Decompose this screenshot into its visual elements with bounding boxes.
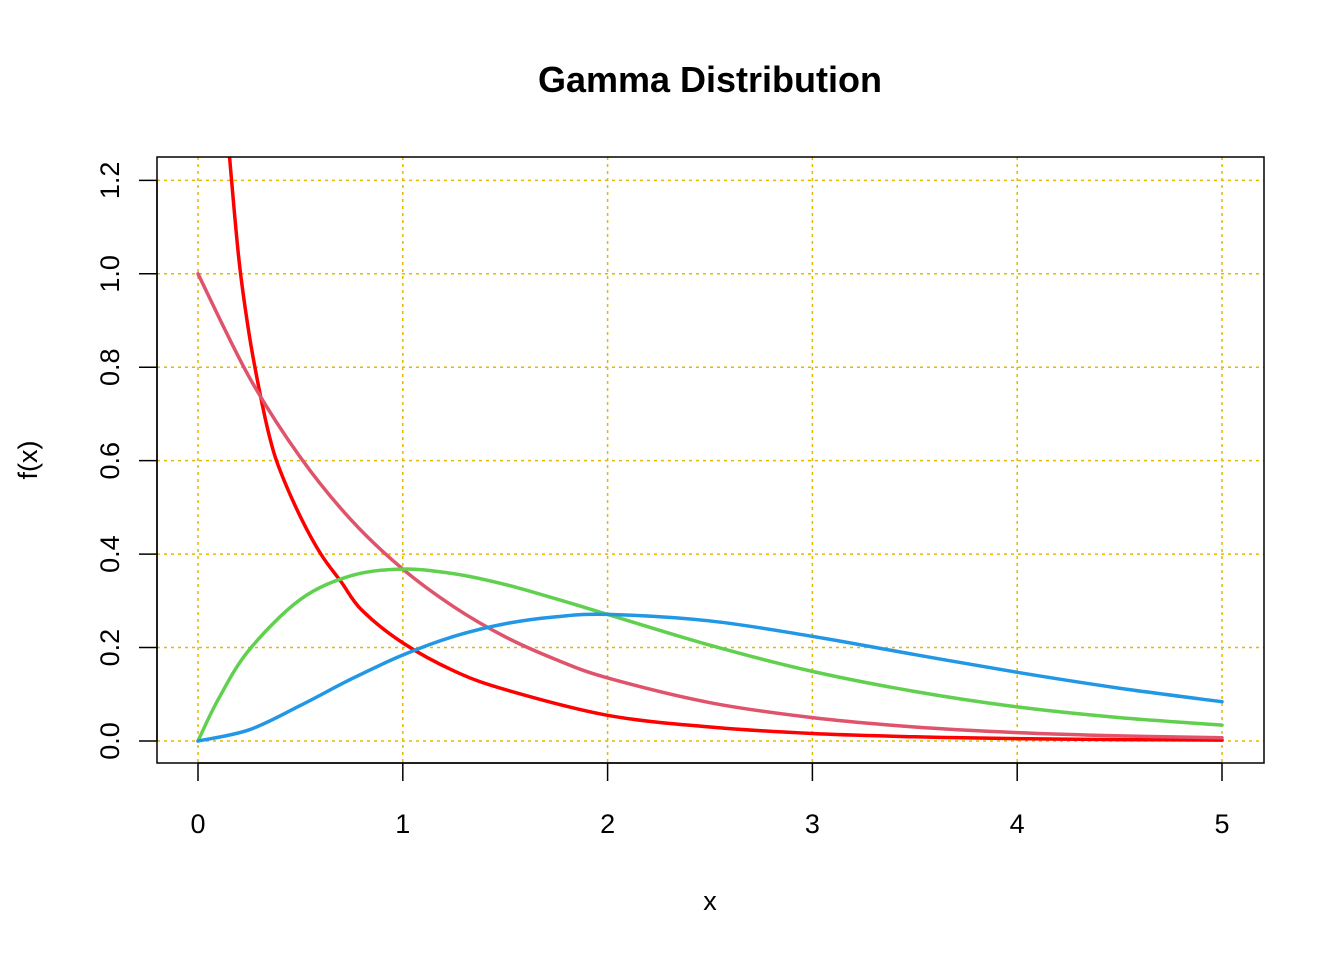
series-line-3 bbox=[196, 567, 1224, 743]
y-tick-label: 0.6 bbox=[95, 442, 125, 480]
y-tick-label: 0.4 bbox=[95, 535, 125, 573]
x-axis: 0 1 2 3 4 5 bbox=[190, 762, 1230, 839]
y-tick-label: 0.0 bbox=[95, 722, 125, 760]
series-group bbox=[196, 157, 1224, 743]
series-line-4 bbox=[196, 612, 1224, 743]
x-tick-label: 1 bbox=[395, 809, 410, 839]
y-axis: 0.0 0.2 0.4 0.6 0.8 1.0 1.2 bbox=[95, 162, 158, 760]
x-tick-label: 2 bbox=[600, 809, 615, 839]
x-tick-label: 3 bbox=[805, 809, 820, 839]
chart-title: Gamma Distribution bbox=[538, 59, 882, 100]
x-tick-label: 4 bbox=[1010, 809, 1025, 839]
series-line-2 bbox=[196, 272, 1224, 740]
y-tick-label: 1.0 bbox=[95, 255, 125, 293]
grid bbox=[157, 157, 1264, 763]
y-tick-label: 1.2 bbox=[95, 162, 125, 200]
x-axis-label: x bbox=[703, 886, 717, 916]
x-tick-label: 5 bbox=[1214, 809, 1229, 839]
y-axis-label: f(x) bbox=[13, 441, 43, 480]
y-tick-label: 0.8 bbox=[95, 348, 125, 386]
y-tick-label: 0.2 bbox=[95, 629, 125, 667]
x-tick-label: 0 bbox=[190, 809, 205, 839]
